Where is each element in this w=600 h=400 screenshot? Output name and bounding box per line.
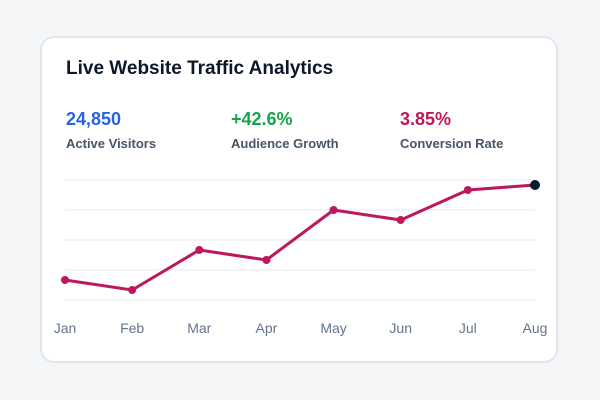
x-tick-label: Feb xyxy=(120,320,144,336)
series-line xyxy=(63,183,537,292)
kpi-value: 3.85% xyxy=(400,109,452,129)
kpi-value: 24,850 xyxy=(66,109,122,129)
kpi-label: Audience Growth xyxy=(231,136,339,151)
data-point xyxy=(463,186,472,194)
kpi-value: +42.6% xyxy=(231,109,293,129)
x-tick-label: Jul xyxy=(459,320,477,336)
kpi-label: Active Visitors xyxy=(66,136,157,151)
x-tick-label: Mar xyxy=(187,320,211,336)
data-point xyxy=(262,256,271,264)
data-point xyxy=(195,246,204,254)
card-title: Live Website Traffic Analytics xyxy=(66,58,334,79)
analytics-card: Live Website Traffic Analytics 24,850 Ac… xyxy=(40,36,558,363)
data-point xyxy=(396,216,405,224)
data-point-latest xyxy=(530,180,540,190)
kpi-label: Conversion Rate xyxy=(400,136,504,151)
x-tick-label: Jun xyxy=(389,320,412,336)
kpi-audience-growth: +42.6% Audience Growth xyxy=(231,108,339,152)
x-tick-label: May xyxy=(320,320,346,336)
data-point xyxy=(329,206,338,214)
data-point xyxy=(128,286,137,294)
data-point xyxy=(61,276,69,284)
x-tick-label: Jan xyxy=(54,320,77,336)
x-tick-label: Apr xyxy=(256,320,278,336)
kpi-active-visitors: 24,850 Active Visitors xyxy=(66,108,156,152)
kpi-conversion-rate: 3.85% Conversion Rate xyxy=(400,108,503,152)
x-tick-label: Aug xyxy=(523,320,548,336)
